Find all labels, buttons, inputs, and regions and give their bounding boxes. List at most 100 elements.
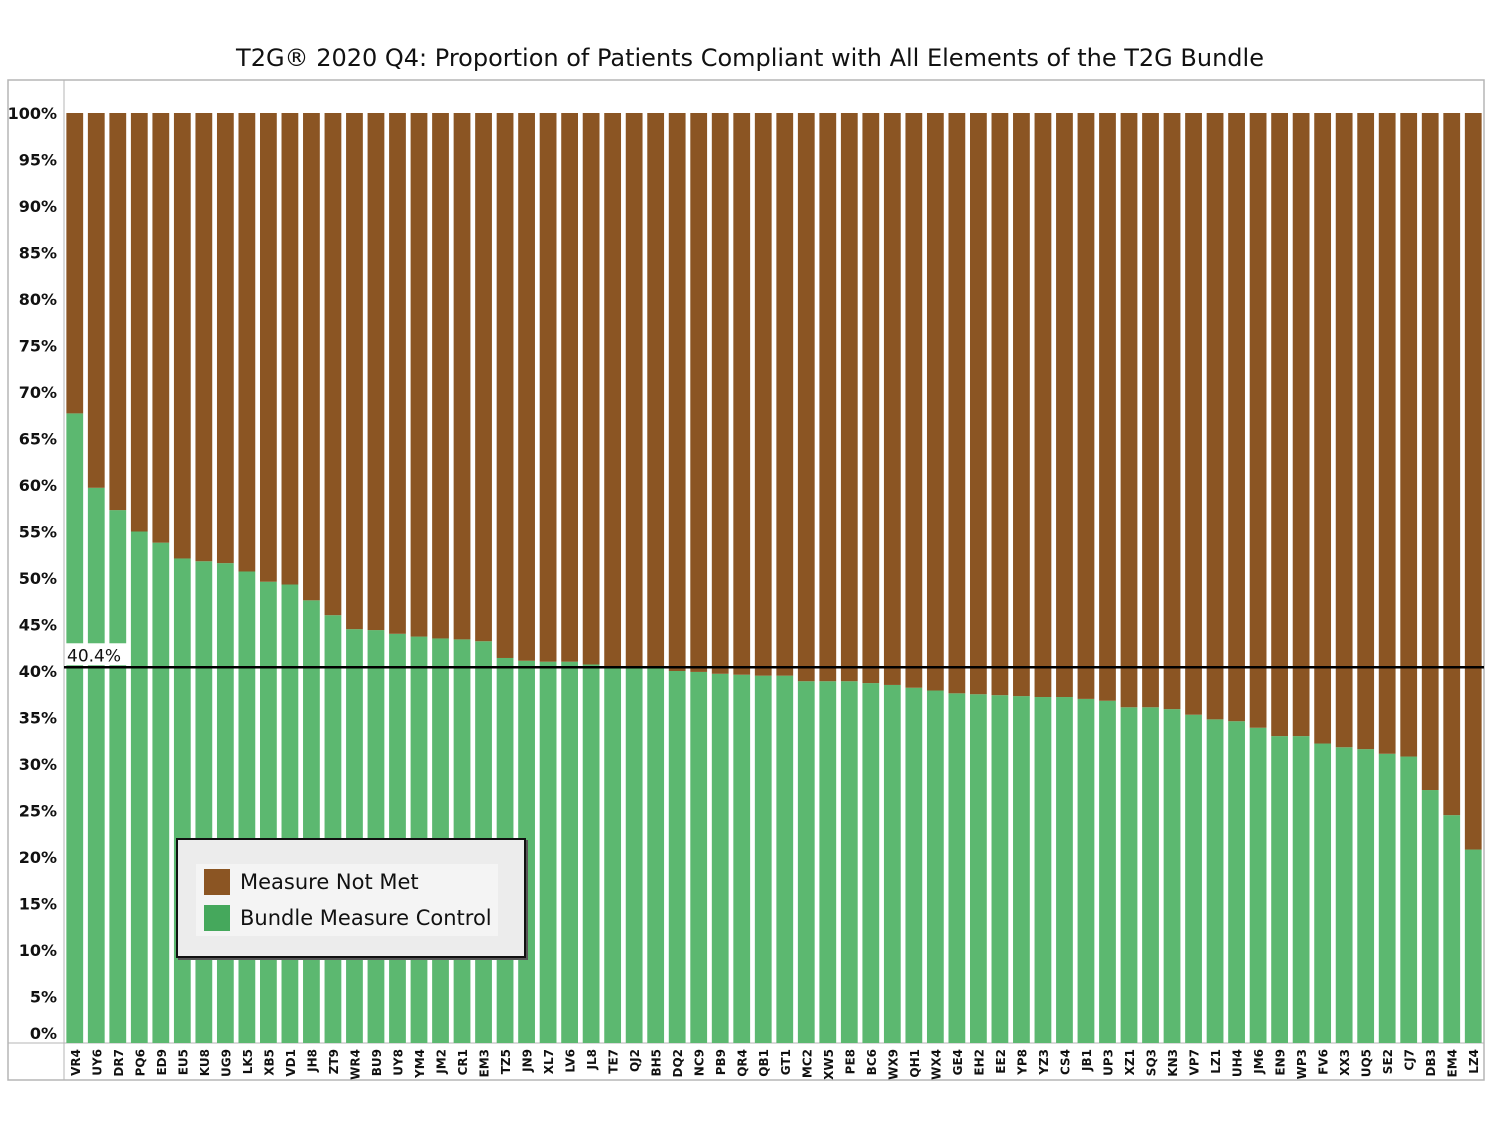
legend-item-bundle-measure-control: Bundle Measure Control <box>204 904 492 932</box>
y-tick-label: 45% <box>19 616 57 635</box>
x-tick-label-lz1: LZ1 <box>1209 1049 1223 1074</box>
bar-bundle-measure-control-jb1 <box>1077 698 1095 1043</box>
reference-line-label: 40.4% <box>67 646 121 666</box>
bar-bundle-measure-control-vr4 <box>66 413 84 1043</box>
y-tick-label: 10% <box>19 941 57 960</box>
bar-measure-not-met-mc2 <box>797 113 815 682</box>
bar-bundle-measure-control-ed9 <box>152 542 170 1043</box>
x-tick-label-en9: EN9 <box>1274 1049 1288 1076</box>
bar-measure-not-met-wr4 <box>346 113 363 630</box>
legend-inner: Measure Not Met Bundle Measure Control <box>196 864 498 936</box>
bar-measure-not-met-ku8 <box>195 113 213 562</box>
bar-bundle-measure-control-cs4 <box>1056 697 1073 1043</box>
y-tick-label: 80% <box>19 290 57 309</box>
x-tick-label-xw5: XW5 <box>822 1049 836 1080</box>
x-tick-label-kn3: KN3 <box>1166 1049 1180 1077</box>
x-tick-label-eu5: EU5 <box>176 1049 190 1075</box>
bar-bundle-measure-control-gt1 <box>776 675 794 1043</box>
bar-measure-not-met-jb1 <box>1077 113 1095 699</box>
bar-measure-not-met-dq2 <box>668 113 686 671</box>
bar-measure-not-met-nc9 <box>690 113 708 672</box>
bar-measure-not-met-uh4 <box>1228 113 1245 722</box>
bar-measure-not-met-xz1 <box>1120 113 1138 708</box>
x-tick-label-mc2: MC2 <box>800 1049 814 1078</box>
x-tick-label-xx3: XX3 <box>1338 1049 1352 1076</box>
y-tick-label: 50% <box>19 569 57 588</box>
x-tick-label-uy6: UY6 <box>90 1049 104 1076</box>
bar-measure-not-met-lv6 <box>561 113 578 662</box>
bar-bundle-measure-control-ge4 <box>948 693 966 1043</box>
x-tick-label-pq6: PQ6 <box>133 1049 147 1076</box>
x-tick-label-ee2: EE2 <box>994 1049 1008 1074</box>
bar-bundle-measure-control-up3 <box>1099 700 1116 1043</box>
x-tick-label-nc9: NC9 <box>693 1049 707 1076</box>
bar-measure-not-met-lk5 <box>238 113 256 572</box>
bar-bundle-measure-control-uh4 <box>1228 721 1245 1043</box>
bar-bundle-measure-control-yp8 <box>1013 696 1030 1043</box>
bar-measure-not-met-pb9 <box>711 113 729 674</box>
bar-measure-not-met-uy6 <box>87 113 105 488</box>
y-tick-label: 60% <box>19 476 57 495</box>
x-tick-label-pe8: PE8 <box>843 1049 857 1074</box>
bar-bundle-measure-control-vd1 <box>281 584 299 1043</box>
bar-measure-not-met-ee2 <box>991 113 1009 696</box>
x-tick-label-uy8: UY8 <box>391 1049 405 1076</box>
bar-bundle-measure-control-fv6 <box>1314 743 1332 1043</box>
bar-bundle-measure-control-en9 <box>1271 736 1288 1043</box>
bar-measure-not-met-kn3 <box>1163 113 1181 710</box>
x-tick-label-ed9: ED9 <box>155 1049 169 1076</box>
bar-bundle-measure-control-wx9 <box>883 684 901 1043</box>
x-tick-label-dr7: DR7 <box>112 1049 126 1077</box>
bar-measure-not-met-jm2 <box>432 113 449 639</box>
legend: Measure Not Met Bundle Measure Control <box>176 838 526 958</box>
y-tick-label: 30% <box>19 755 57 774</box>
x-tick-label-yp8: YP8 <box>1015 1049 1029 1076</box>
x-tick-label-bu9: BU9 <box>370 1049 384 1076</box>
bar-bundle-measure-control-se2 <box>1378 753 1396 1043</box>
bar-measure-not-met-en9 <box>1271 113 1288 737</box>
bar-measure-not-met-bu9 <box>367 113 385 631</box>
bar-measure-not-met-bc6 <box>862 113 880 684</box>
y-tick-label: 20% <box>19 848 57 867</box>
bar-bundle-measure-control-qh1 <box>905 687 923 1043</box>
x-tick-label-ug9: UG9 <box>219 1049 233 1077</box>
bar-bundle-measure-control-kn3 <box>1163 709 1181 1043</box>
bar-measure-not-met-xb5 <box>260 113 277 582</box>
bar-measure-not-met-ge4 <box>948 113 966 694</box>
x-tick-label-ge4: GE4 <box>951 1049 965 1075</box>
bar-bundle-measure-control-dr7 <box>109 510 127 1043</box>
x-tick-label-fv6: FV6 <box>1317 1049 1331 1075</box>
bar-bundle-measure-control-pe8 <box>840 681 858 1043</box>
bar-measure-not-met-jm6 <box>1249 113 1267 728</box>
bar-bundle-measure-control-uy6 <box>87 487 105 1043</box>
x-tick-label-qh1: QH1 <box>908 1049 922 1078</box>
bar-measure-not-met-yp8 <box>1013 113 1030 697</box>
bar-measure-not-met-lz4 <box>1464 113 1482 850</box>
bar-measure-not-met-vd1 <box>281 113 299 585</box>
bar-bundle-measure-control-lz1 <box>1206 719 1224 1043</box>
bar-bundle-measure-control-eu5 <box>173 558 191 1043</box>
bar-bundle-measure-control-jm6 <box>1249 727 1267 1043</box>
x-tick-label-ku8: KU8 <box>198 1049 212 1076</box>
x-tick-label-yz3: YZ3 <box>1037 1049 1051 1076</box>
bar-measure-not-met-qj2 <box>625 113 643 667</box>
bar-measure-not-met-cj7 <box>1400 113 1418 757</box>
bar-measure-not-met-xl7 <box>539 113 557 662</box>
y-tick-label: 5% <box>30 988 57 1007</box>
bar-bundle-measure-control-wx4 <box>926 690 944 1043</box>
x-tick-label-jm6: JM6 <box>1252 1049 1266 1075</box>
bar-bundle-measure-control-qb1 <box>754 675 772 1043</box>
bar-measure-not-met-ug9 <box>216 113 234 564</box>
bar-bundle-measure-control-wr4 <box>346 629 363 1043</box>
legend-swatch-measure-not-met <box>204 869 230 895</box>
bar-measure-not-met-tz5 <box>496 113 514 658</box>
x-tick-label-zt9: ZT9 <box>327 1049 341 1074</box>
x-tick-label-ym4: YM4 <box>413 1049 427 1079</box>
x-tick-label-pb9: PB9 <box>714 1049 728 1075</box>
bar-measure-not-met-zt9 <box>324 113 342 616</box>
x-tick-label-cj7: CJ7 <box>1403 1049 1417 1071</box>
x-tick-label-bc6: BC6 <box>865 1049 879 1075</box>
x-tick-label-wx4: WX4 <box>929 1049 943 1080</box>
bar-measure-not-met-vr4 <box>66 113 84 414</box>
